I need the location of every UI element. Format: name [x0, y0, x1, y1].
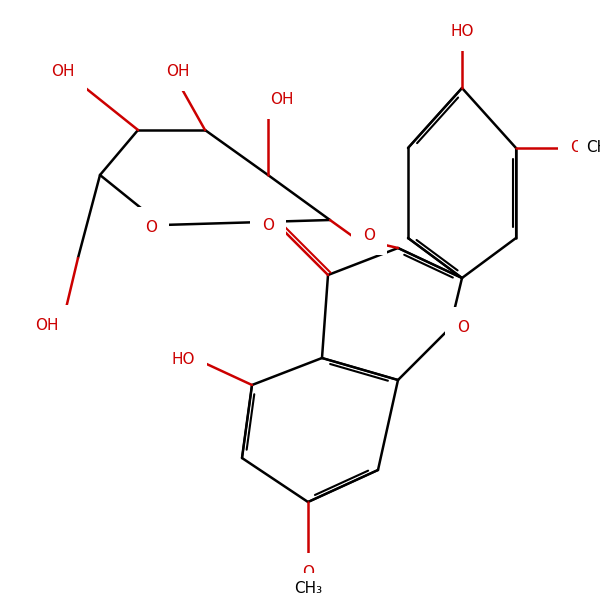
Text: HO: HO [172, 352, 195, 367]
Text: O: O [457, 319, 469, 335]
Text: OH: OH [270, 92, 293, 107]
Text: O: O [145, 220, 157, 235]
Text: OH: OH [166, 64, 190, 79]
Text: OH: OH [52, 64, 75, 79]
Text: O: O [570, 140, 582, 155]
Text: HO: HO [450, 24, 474, 39]
Text: OH: OH [35, 317, 59, 332]
Text: CH₃: CH₃ [586, 140, 600, 155]
Text: O: O [302, 565, 314, 580]
Text: CH₃: CH₃ [294, 581, 322, 596]
Text: O: O [262, 217, 274, 232]
Text: O: O [363, 227, 375, 242]
